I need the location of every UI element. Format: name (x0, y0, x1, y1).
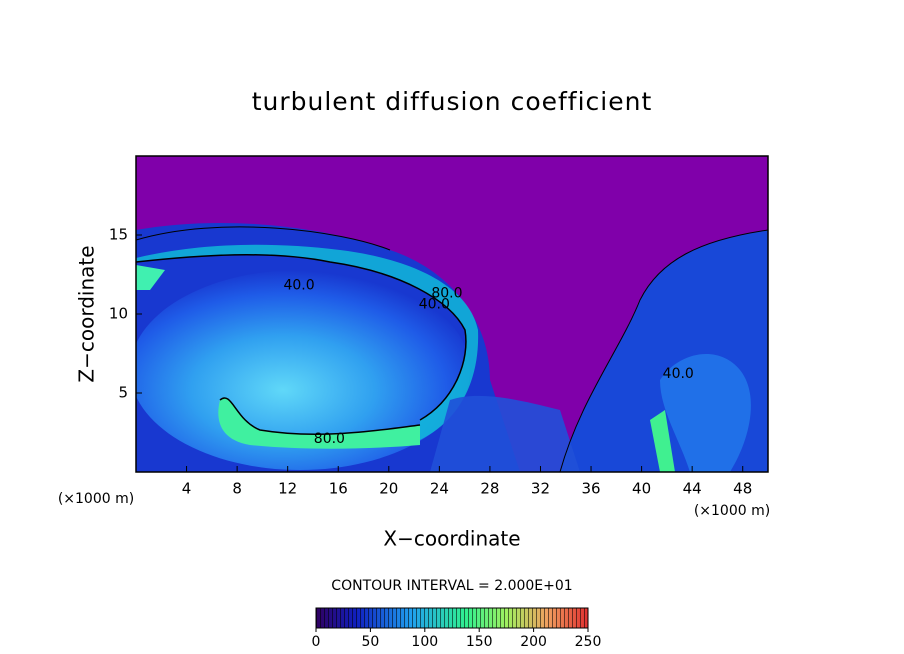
chart-title: turbulent diffusion coefficient (252, 87, 653, 116)
y-unit: (×1000 m) (58, 491, 134, 507)
colorbar-tick-label: 0 (312, 634, 321, 650)
contour-interval: CONTOUR INTERVAL = 2.000E+01 (331, 578, 572, 594)
x-tick-label: 8 (232, 480, 242, 498)
x-tick-label: 36 (581, 480, 600, 498)
contour-label: 40.0 (663, 366, 694, 382)
colorbar-tick-label: 100 (411, 634, 438, 650)
x-tick-label: 40 (632, 480, 651, 498)
x-tick-label: 48 (733, 480, 752, 498)
colorbar-frame (315, 607, 589, 629)
y-tick-label: 5 (118, 384, 128, 402)
contour-label: 40.0 (419, 297, 450, 313)
colorbar-tick-label: 50 (361, 634, 379, 650)
y-tick-label: 15 (109, 226, 128, 244)
x-tick-label: 28 (480, 480, 499, 498)
y-tick-label: 10 (109, 305, 128, 323)
x-tick-label: 12 (278, 480, 297, 498)
colorbar-stripes (316, 608, 588, 628)
x-axis-label: X−coordinate (383, 527, 520, 551)
x-tick-label: 4 (182, 480, 192, 498)
colorbar-tick-label: 150 (466, 634, 493, 650)
x-tick-label: 24 (430, 480, 449, 498)
x-tick-label: 32 (531, 480, 550, 498)
contour-label: 40.0 (283, 278, 314, 294)
colorbar-tick-label: 250 (575, 634, 602, 650)
contour-label: 80.0 (431, 285, 462, 301)
x-tick-label: 16 (329, 480, 348, 498)
x-tick-label: 20 (379, 480, 398, 498)
field (136, 156, 768, 472)
contour-label: 80.0 (314, 431, 345, 447)
x-unit: (×1000 m) (694, 503, 770, 519)
y-axis-label: Z−coordinate (75, 245, 99, 382)
colorbar-tick-label: 200 (520, 634, 547, 650)
x-tick-label: 44 (683, 480, 702, 498)
